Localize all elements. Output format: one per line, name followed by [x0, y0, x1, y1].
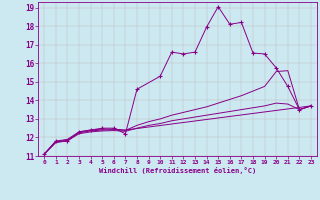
- X-axis label: Windchill (Refroidissement éolien,°C): Windchill (Refroidissement éolien,°C): [99, 167, 256, 174]
